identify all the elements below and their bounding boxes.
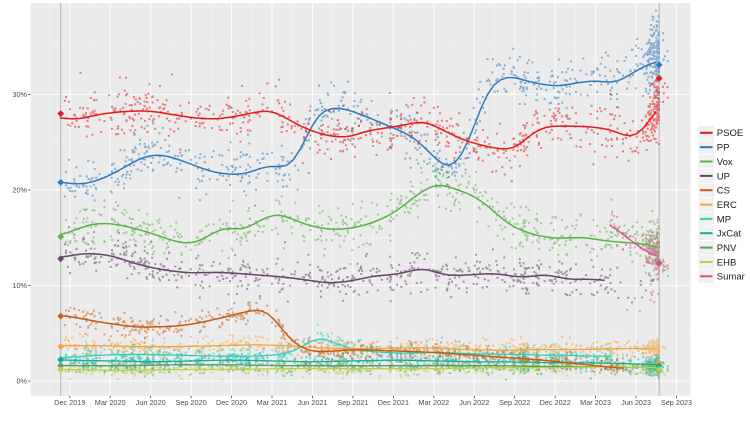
svg-text:10%: 10% bbox=[12, 281, 27, 290]
svg-text:30%: 30% bbox=[12, 90, 27, 99]
svg-text:0%: 0% bbox=[16, 377, 27, 386]
svg-text:Dec 2022: Dec 2022 bbox=[540, 398, 571, 407]
svg-text:Jun 2021: Jun 2021 bbox=[297, 398, 327, 407]
svg-text:PNV: PNV bbox=[717, 243, 737, 254]
svg-text:Mar 2023: Mar 2023 bbox=[580, 398, 611, 407]
svg-text:Jun 2022: Jun 2022 bbox=[459, 398, 489, 407]
svg-text:Jun 2020: Jun 2020 bbox=[136, 398, 166, 407]
svg-text:Sep 2022: Sep 2022 bbox=[499, 398, 530, 407]
svg-text:MP: MP bbox=[717, 214, 731, 225]
svg-text:Dec 2020: Dec 2020 bbox=[216, 398, 247, 407]
svg-text:UP: UP bbox=[717, 171, 730, 182]
svg-text:EHB: EHB bbox=[717, 257, 737, 268]
svg-text:Sumar: Sumar bbox=[717, 272, 745, 283]
svg-text:JxCat: JxCat bbox=[717, 229, 742, 240]
svg-text:Mar 2020: Mar 2020 bbox=[95, 398, 126, 407]
svg-text:PP: PP bbox=[717, 143, 730, 154]
svg-text:PSOE: PSOE bbox=[717, 128, 743, 139]
svg-text:ERC: ERC bbox=[717, 200, 737, 211]
svg-text:20%: 20% bbox=[12, 186, 27, 195]
svg-text:Vox: Vox bbox=[717, 157, 733, 168]
svg-text:Sep 2023: Sep 2023 bbox=[661, 398, 692, 407]
svg-text:Sep 2021: Sep 2021 bbox=[337, 398, 368, 407]
svg-text:Jun 2023: Jun 2023 bbox=[621, 398, 651, 407]
svg-text:Mar 2021: Mar 2021 bbox=[257, 398, 288, 407]
svg-text:Dec 2021: Dec 2021 bbox=[378, 398, 409, 407]
svg-text:Mar 2022: Mar 2022 bbox=[418, 398, 449, 407]
svg-text:Sep 2020: Sep 2020 bbox=[175, 398, 206, 407]
svg-text:Dec 2019: Dec 2019 bbox=[54, 398, 85, 407]
svg-text:CS: CS bbox=[717, 186, 730, 197]
